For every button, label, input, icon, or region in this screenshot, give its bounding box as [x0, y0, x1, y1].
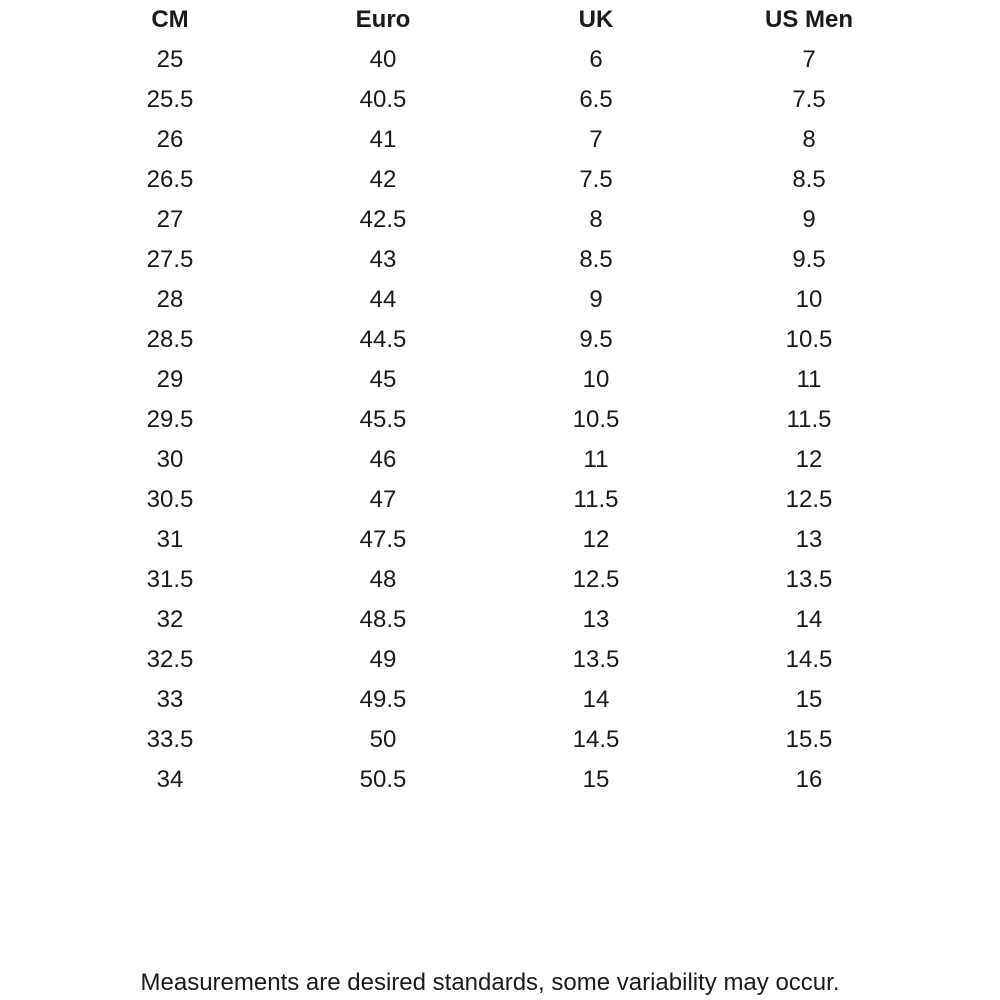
- table-cell: 13.5: [572, 646, 620, 673]
- table-cell: 8: [589, 206, 603, 233]
- table-cell: 15.5: [785, 726, 833, 753]
- table-cell: 40.5: [359, 86, 407, 113]
- table-cell: 25: [156, 46, 184, 73]
- table-cell: 11.5: [573, 486, 619, 513]
- table-cell: 11.5: [786, 406, 832, 433]
- table-cell: 14.5: [785, 646, 833, 673]
- table-cell: 6: [589, 46, 603, 73]
- table-cell: 7: [589, 126, 603, 153]
- table-cell: 7.5: [579, 166, 613, 193]
- table-cell: 13: [795, 526, 823, 553]
- table-cell: 14.5: [572, 726, 620, 753]
- table-cell: 49.5: [359, 686, 407, 713]
- table-cell: 7.5: [792, 86, 826, 113]
- table-cell: 15: [582, 766, 610, 793]
- table-cell: 47.5: [359, 526, 407, 553]
- table-cell: 44: [369, 286, 397, 313]
- table-cell: 46: [369, 446, 397, 473]
- table-cell: 29: [156, 366, 184, 393]
- table-cell: 50: [369, 726, 397, 753]
- table-cell: 41: [369, 126, 397, 153]
- table-cell: 9: [589, 286, 603, 313]
- table-cell: 15: [795, 686, 823, 713]
- column-header: US Men: [764, 6, 853, 33]
- table-cell: 32: [156, 606, 184, 633]
- footnote: Measurements are desired standards, some…: [140, 969, 840, 996]
- table-cell: 40: [369, 46, 397, 73]
- table-cell: 12.5: [572, 566, 620, 593]
- table-cell: 44.5: [359, 326, 407, 353]
- table-cell: 12: [795, 446, 823, 473]
- table-cell: 9: [802, 206, 816, 233]
- table-cell: 7: [802, 46, 816, 73]
- table-cell: 11: [583, 446, 609, 473]
- table-cell: 45: [369, 366, 397, 393]
- table-cell: 26: [156, 126, 184, 153]
- table-cell: 11: [796, 366, 822, 393]
- table-cell: 43: [369, 246, 397, 273]
- table-cell: 29.5: [146, 406, 194, 433]
- table-cell: 16: [795, 766, 823, 793]
- table-cell: 9.5: [792, 246, 826, 273]
- table-cell: 14: [582, 686, 610, 713]
- table-cell: 33: [156, 686, 184, 713]
- table-cell: 8.5: [579, 246, 613, 273]
- table-cell: 10: [795, 286, 823, 313]
- table-cell: 28: [156, 286, 184, 313]
- table-cell: 8.5: [792, 166, 826, 193]
- table-cell: 10.5: [785, 326, 833, 353]
- table-cell: 8: [802, 126, 816, 153]
- table-cell: 27: [156, 206, 184, 233]
- table-cell: 12: [582, 526, 610, 553]
- table-cell: 14: [795, 606, 823, 633]
- column-header: UK: [578, 6, 614, 33]
- table-cell: 25.5: [146, 86, 194, 113]
- table-cell: 32.5: [146, 646, 194, 673]
- table-cell: 26.5: [146, 166, 194, 193]
- table-cell: 30.5: [146, 486, 194, 513]
- table-cell: 42: [369, 166, 397, 193]
- table-cell: 31: [156, 526, 184, 553]
- table-cell: 33.5: [146, 726, 194, 753]
- table-cell: 28.5: [146, 326, 194, 353]
- table-cell: 30: [156, 446, 184, 473]
- table-cell: 49: [369, 646, 397, 673]
- table-cell: 10.5: [572, 406, 620, 433]
- table-cell: 31.5: [146, 566, 194, 593]
- table-cell: 45.5: [359, 406, 407, 433]
- table-cell: 34: [156, 766, 184, 793]
- table-cell: 27.5: [146, 246, 194, 273]
- table-cell: 13.5: [785, 566, 833, 593]
- table-cell: 9.5: [579, 326, 613, 353]
- column-header: Euro: [355, 6, 411, 33]
- table-cell: 10: [582, 366, 610, 393]
- table-cell: 6.5: [579, 86, 613, 113]
- table-cell: 48: [369, 566, 397, 593]
- column-header: CM: [151, 6, 189, 33]
- table-cell: 13: [582, 606, 610, 633]
- table-cell: 47: [369, 486, 397, 513]
- table-cell: 50.5: [359, 766, 407, 793]
- table-cell: 48.5: [359, 606, 407, 633]
- table-cell: 42.5: [359, 206, 407, 233]
- table-cell: 12.5: [785, 486, 833, 513]
